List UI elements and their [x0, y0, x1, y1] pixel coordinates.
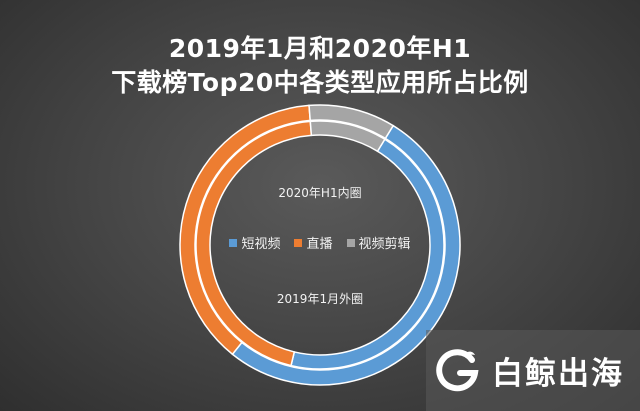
watermark-text: 白鲸出海 [492, 356, 624, 392]
legend-label-1: 直播 [306, 237, 333, 252]
chart-title-line2: 下载榜Top20中各类型应用所占比例 [111, 68, 529, 97]
legend-swatch-0 [229, 238, 238, 247]
legend-item-2: 视频剪辑 [346, 233, 411, 252]
legend-label-0: 短视频 [241, 237, 281, 252]
legend-swatch-1 [294, 238, 303, 247]
watermark: 白鲸出海 [426, 330, 640, 411]
outer-ring-slice-2 [308, 104, 395, 140]
legend-item-0: 短视频 [229, 233, 280, 252]
outer-ring-label: 2019年1月外圈 [276, 292, 364, 306]
whale-g-logo-icon [436, 348, 479, 391]
legend-item-1: 直播 [294, 233, 333, 252]
inner-ring-label: 2020年H1内圈 [278, 186, 362, 200]
legend-label-2: 视频剪辑 [358, 237, 411, 252]
inner-ring-slice-2 [309, 120, 386, 153]
legend: 短视频 直播 视频剪辑 [0, 233, 640, 252]
chart-title-line1: 2019年1月和2020年H1 [168, 34, 472, 63]
chart-title: 2019年1月和2020年H1 下载榜Top20中各类型应用所占比例 [0, 32, 640, 100]
legend-swatch-2 [346, 238, 355, 247]
